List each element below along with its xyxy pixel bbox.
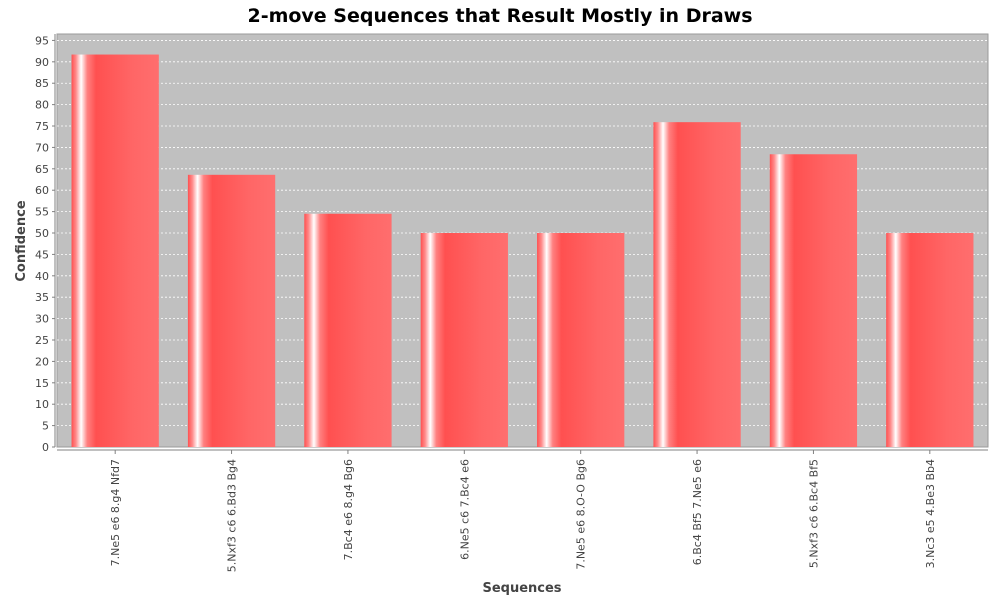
x-tick-label: 7.Ne5 e6 8.g4 Nfd7 — [109, 459, 122, 566]
y-tick-label: 0 — [42, 441, 49, 454]
y-tick-label: 65 — [35, 163, 49, 176]
x-tick-label: 7.Bc4 e6 8.g4 Bg6 — [342, 459, 355, 560]
y-tick-label: 55 — [35, 206, 49, 219]
y-tick-label: 30 — [35, 313, 49, 326]
bar — [187, 174, 276, 447]
y-tick-label: 70 — [35, 141, 49, 154]
y-tick-label: 40 — [35, 270, 49, 283]
y-tick-label: 90 — [35, 56, 49, 69]
x-tick-label: 7.Ne5 e6 8.O-O Bg6 — [575, 459, 588, 570]
y-tick-label: 25 — [35, 334, 49, 347]
bar — [886, 233, 974, 447]
y-tick-label: 15 — [35, 377, 49, 390]
y-tick-label: 5 — [42, 420, 49, 433]
x-tick-label: 6.Bc4 Bf5 7.Ne5 e6 — [691, 459, 704, 565]
bar — [769, 154, 858, 447]
y-tick-label: 85 — [35, 77, 49, 90]
x-tick-label: 5.Nxf3 c6 6.Bc4 Bf5 — [807, 459, 820, 568]
y-tick-label: 95 — [35, 34, 49, 47]
x-axis-title: Sequences — [482, 581, 561, 596]
y-tick-label: 80 — [35, 99, 49, 112]
bar — [537, 233, 625, 447]
y-tick-label: 60 — [35, 184, 49, 197]
y-tick-label: 35 — [35, 291, 49, 304]
bar — [420, 233, 508, 447]
bars — [71, 54, 974, 448]
y-tick-label: 75 — [35, 120, 49, 133]
y-axis: 0 5 10 15 20 25 30 35 40 45 50 55 60 65 70 75 80 85 90 95 — [35, 34, 56, 454]
y-tick-label: 10 — [35, 398, 49, 411]
x-axis: 7.Ne5 e6 8.g4 Nfd7 5.Nxf3 c6 6.Bd3 Bg4 7.B… — [57, 449, 988, 572]
bar — [304, 213, 392, 447]
y-tick-label: 20 — [35, 355, 49, 368]
y-axis-title: Confidence — [14, 200, 29, 281]
gridlines — [57, 40, 988, 427]
x-tick-label: 3.Nc3 e5 4.Be3 Bb4 — [924, 459, 937, 568]
bar — [653, 122, 741, 447]
chart-title: 2-move Sequences that Result Mostly in D… — [247, 5, 752, 27]
x-tick-label: 6.Ne5 c6 7.Bc4 e6 — [458, 459, 471, 560]
y-tick-label: 50 — [35, 227, 49, 240]
bar — [71, 54, 159, 448]
x-tick-label: 5.Nxf3 c6 6.Bd3 Bg4 — [226, 459, 239, 572]
y-tick-label: 45 — [35, 248, 49, 261]
